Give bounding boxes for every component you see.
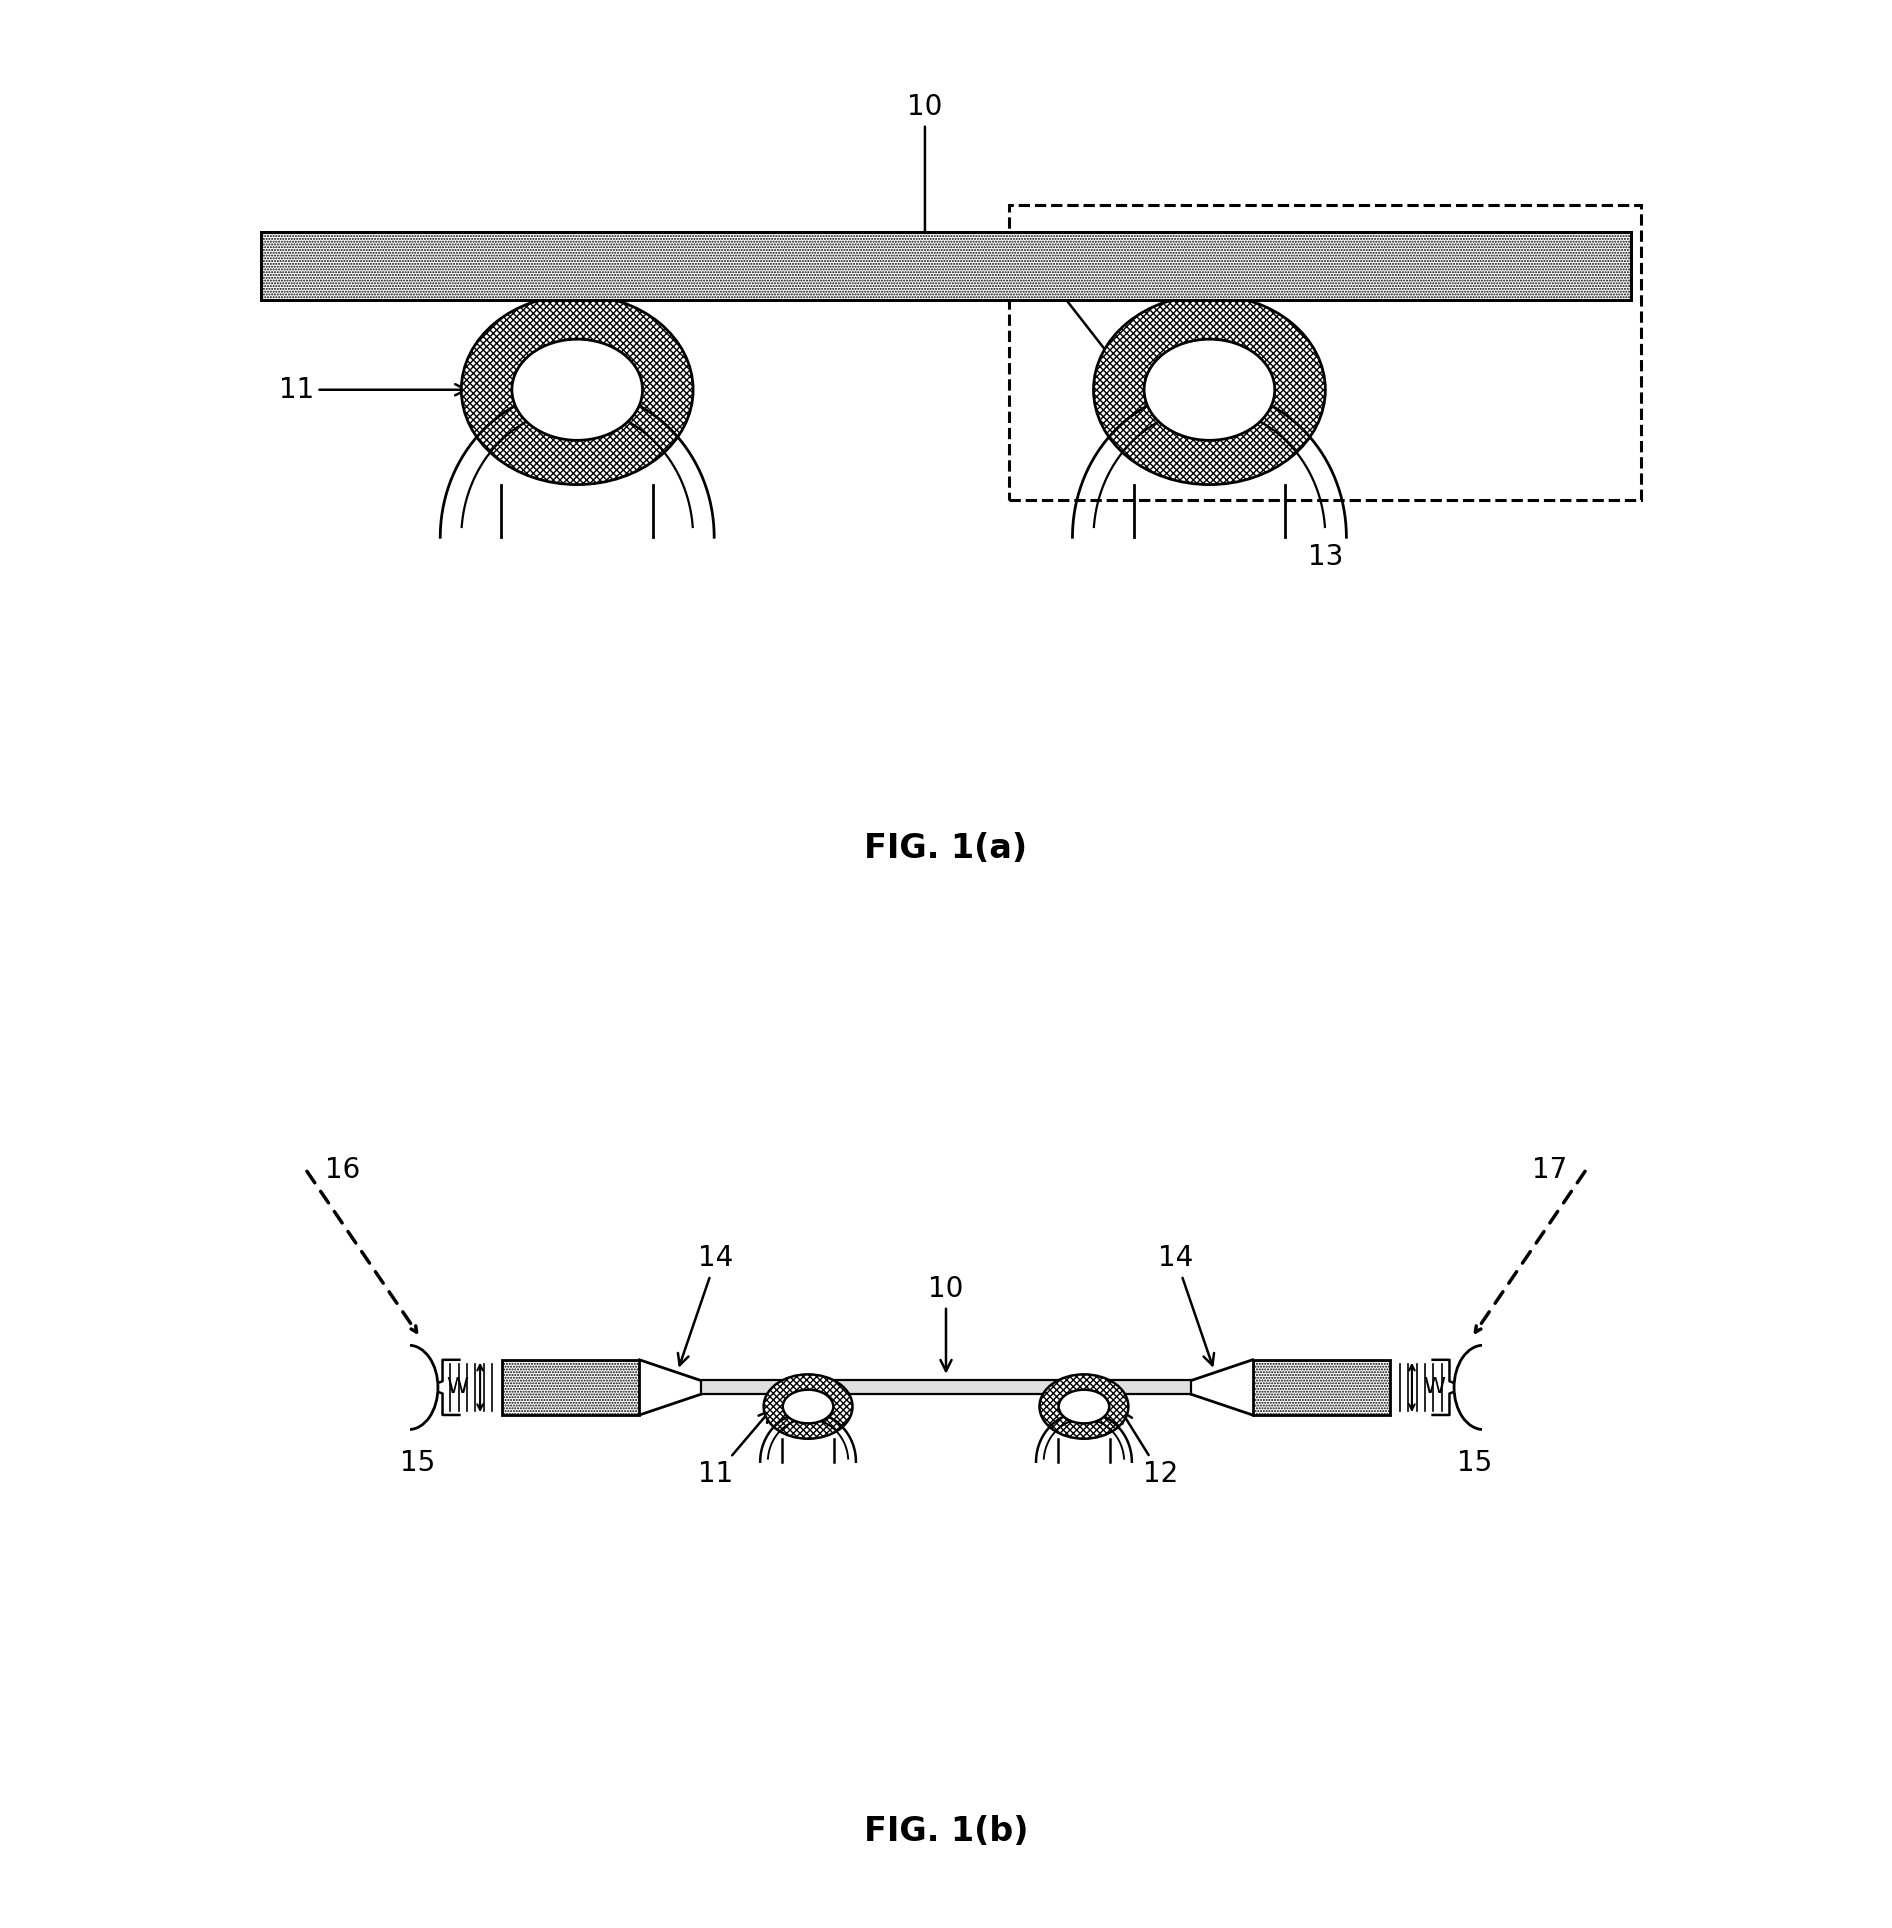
Ellipse shape — [1060, 1390, 1109, 1423]
Ellipse shape — [462, 295, 692, 484]
Bar — [700, 1380, 1192, 1394]
Text: 17: 17 — [1533, 1157, 1567, 1184]
Ellipse shape — [1039, 1375, 1128, 1438]
Text: 14: 14 — [677, 1244, 734, 1365]
Ellipse shape — [380, 1346, 437, 1429]
Bar — [1253, 1359, 1391, 1415]
Text: 15: 15 — [1457, 1450, 1493, 1477]
Bar — [1008, 206, 1642, 501]
Text: W: W — [1423, 1377, 1445, 1398]
Ellipse shape — [1145, 339, 1275, 440]
Bar — [261, 231, 1631, 301]
Bar — [501, 1359, 639, 1415]
Text: 12: 12 — [1122, 1411, 1179, 1488]
Ellipse shape — [513, 339, 643, 440]
Text: FIG. 1(b): FIG. 1(b) — [865, 1816, 1027, 1849]
Bar — [261, 231, 1631, 301]
Text: 14: 14 — [1158, 1244, 1215, 1365]
Text: 13: 13 — [1307, 542, 1343, 571]
Bar — [1253, 1359, 1391, 1415]
Bar — [261, 231, 1631, 301]
Text: 11: 11 — [698, 1411, 770, 1488]
Bar — [261, 231, 1631, 301]
Bar — [501, 1359, 639, 1415]
Ellipse shape — [1455, 1346, 1512, 1429]
Text: 12: 12 — [1008, 235, 1116, 364]
Text: W: W — [447, 1377, 469, 1398]
Text: 15: 15 — [399, 1450, 435, 1477]
Text: 10: 10 — [908, 93, 942, 258]
Bar — [261, 231, 1631, 301]
Ellipse shape — [1094, 295, 1324, 484]
Text: 11: 11 — [278, 376, 465, 403]
Text: 16: 16 — [325, 1157, 359, 1184]
Ellipse shape — [764, 1375, 853, 1438]
Text: FIG. 1(a): FIG. 1(a) — [865, 831, 1027, 864]
Ellipse shape — [783, 1390, 832, 1423]
Text: 10: 10 — [929, 1274, 963, 1371]
